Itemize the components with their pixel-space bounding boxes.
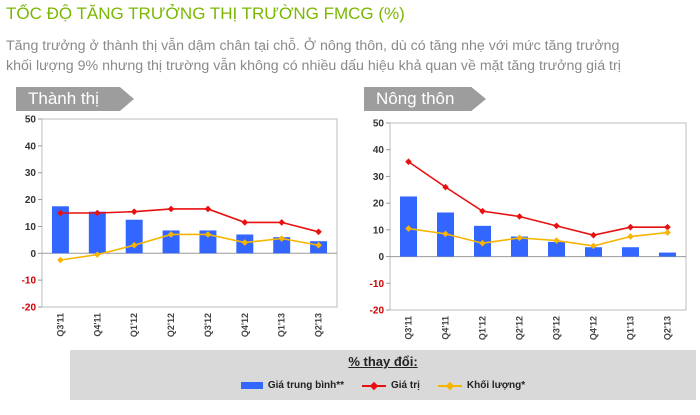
- page-title: TỐC ĐỘ TĂNG TRƯỞNG THỊ TRƯỜNG FMCG (%): [6, 4, 405, 23]
- urban-ytick-label: 40: [25, 141, 37, 152]
- urban-value-point: [278, 219, 285, 226]
- rural-bar: [621, 247, 640, 257]
- urban-value-point: [241, 219, 249, 226]
- urban-volume-line: [60, 233, 319, 261]
- rural-bar: [584, 247, 603, 257]
- urban-category-label: Q4'11: [92, 313, 102, 337]
- urban-value-point: [204, 205, 212, 213]
- rural-volume-point: [516, 234, 523, 242]
- rural-ytick-label: 0: [378, 252, 384, 263]
- urban-bar: [51, 206, 69, 254]
- rural-value-point: [627, 223, 634, 231]
- rural-value-point: [442, 183, 449, 191]
- urban-volume-point: [204, 231, 212, 238]
- rural-category-label: Q4'11: [441, 316, 451, 340]
- urban-category-label: Q4'12: [240, 313, 250, 337]
- rural-ytick-label: 20: [373, 199, 385, 210]
- rural-ytick-label: -20: [370, 306, 385, 317]
- urban-ytick-label: 0: [30, 249, 36, 260]
- urban-ytick-label: -10: [22, 276, 37, 287]
- urban-ytick-label: 10: [25, 222, 37, 233]
- rural-volume-point: [590, 242, 597, 250]
- rural-volume-point: [479, 239, 486, 247]
- rural-category-label: Q1'13: [626, 316, 636, 340]
- rural-volume-point: [664, 229, 671, 236]
- legend-label-avg-price: Giá trung bình**: [267, 380, 344, 391]
- rural-volume-point: [442, 230, 449, 238]
- rural-volume-point: [627, 233, 634, 240]
- urban-category-label: Q1'12: [129, 313, 139, 337]
- urban-volume-point: [315, 241, 322, 249]
- urban-bar: [273, 237, 291, 254]
- rural-volume-point: [405, 225, 412, 232]
- legend-panel: % thay đổi: Giá trung bình** Giá trị Khố…: [70, 350, 696, 400]
- legend-item-avg-price: Giá trung bình**: [240, 380, 344, 391]
- urban-category-label: Q2'12: [166, 313, 176, 337]
- urban-volume-point: [278, 235, 285, 242]
- urban-volume-point: [241, 239, 249, 246]
- rural-category-label: Q3'11: [404, 316, 414, 340]
- urban-ytick-label: 20: [25, 195, 37, 206]
- rural-volume-point: [553, 237, 560, 244]
- legend-label-value: Giá trị: [390, 380, 420, 391]
- urban-value-point: [167, 205, 175, 213]
- rural-value-point: [405, 158, 412, 166]
- urban-value-point: [94, 209, 101, 217]
- urban-volume-point: [94, 251, 101, 258]
- urban-ytick-label: -20: [22, 303, 37, 314]
- urban-ytick-label: 30: [25, 168, 37, 179]
- legend-swatch-volume-line: [437, 382, 462, 390]
- rural-ytick-label: -10: [370, 279, 385, 290]
- urban-bar: [88, 211, 106, 254]
- rural-value-point: [516, 213, 523, 220]
- rural-bar: [658, 252, 677, 257]
- rural-bar: [547, 241, 566, 257]
- rural-value-point: [664, 223, 671, 231]
- legend-title: % thay đổi:: [348, 354, 418, 369]
- rural-ytick-label: 50: [373, 119, 385, 130]
- urban-value-point: [315, 228, 322, 236]
- rural-category-label: Q4'12: [589, 316, 599, 340]
- urban-category-label: Q3'12: [203, 313, 213, 337]
- urban-bar: [125, 219, 143, 254]
- urban-category-label: Q2'13: [314, 313, 324, 337]
- rural-volume-line: [408, 227, 668, 247]
- rural-ytick-label: 30: [373, 172, 385, 183]
- legend-label-volume: Khối lượng*: [466, 380, 526, 391]
- urban-value-point: [130, 208, 138, 215]
- urban-value-line: [60, 208, 319, 233]
- legend-items: Giá trung bình** Giá trị Khối lượng*: [70, 380, 696, 391]
- urban-volume-point: [130, 241, 138, 249]
- rural-ytick-label: 10: [373, 225, 385, 236]
- page-subtitle: Tăng trưởng ở thành thị vẫn dậm chân tại…: [6, 36, 700, 76]
- rural-category-label: Q1'12: [478, 316, 488, 340]
- urban-category-label: Q1'13: [277, 313, 287, 337]
- subtitle-line-2: khối lượng 9% nhưng thị trường vẫn không…: [6, 58, 621, 74]
- subtitle-line-1: Tăng trưởng ở thành thị vẫn dậm chân tại…: [6, 38, 620, 54]
- legend-swatch-value-line: [361, 382, 386, 390]
- urban-volume-point: [57, 256, 64, 264]
- legend-item-volume: Khối lượng*: [437, 380, 526, 391]
- urban-category-label: Q3'11: [55, 313, 65, 337]
- urban-volume-point: [167, 231, 175, 238]
- rural-category-label: Q2'12: [515, 316, 525, 340]
- rural-value-point: [479, 207, 486, 215]
- rural-category-label: Q2'13: [663, 316, 673, 340]
- rural-value-line: [408, 161, 668, 237]
- urban-plot-area: [41, 118, 338, 308]
- rural-value-point: [590, 231, 597, 239]
- urban-ytick-label: 50: [25, 115, 37, 126]
- rural-category-label: Q3'12: [552, 316, 562, 340]
- urban-chart-title: Thành thị: [16, 87, 134, 111]
- legend-item-value: Giá trị: [361, 380, 420, 391]
- urban-value-point: [57, 209, 64, 217]
- legend-swatch-bar: [240, 382, 263, 389]
- rural-plot-area: [389, 122, 687, 311]
- rural-chart-title: Nông thôn: [364, 87, 486, 111]
- rural-value-point: [553, 222, 560, 230]
- rural-ytick-label: 40: [373, 145, 385, 156]
- rural-bar: [510, 236, 529, 257]
